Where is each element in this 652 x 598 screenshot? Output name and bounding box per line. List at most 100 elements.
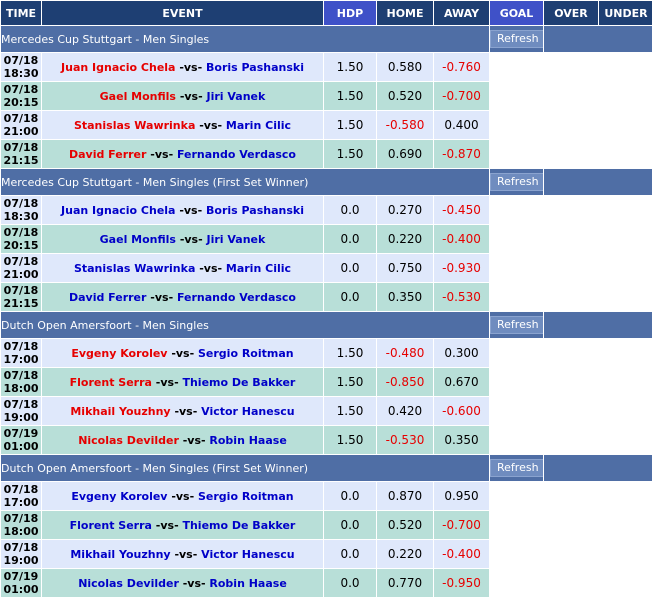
hdp-value: 1.50 xyxy=(324,339,376,367)
refresh-button[interactable]: Refresh xyxy=(490,173,543,191)
refresh-button[interactable]: Refresh xyxy=(490,459,543,477)
home-player-link[interactable]: Nicolas Devilder xyxy=(78,576,179,590)
home-player-link[interactable]: Mikhail Youzhny xyxy=(70,547,171,561)
home-player-link[interactable]: Gael Monfils xyxy=(99,232,176,246)
away-odds[interactable]: -0.700 xyxy=(434,82,489,110)
hdp-value: 1.50 xyxy=(324,111,376,139)
home-odds[interactable]: 0.870 xyxy=(377,482,433,510)
away-player-link[interactable]: Sergio Roitman xyxy=(198,346,294,360)
away-odds[interactable]: -0.950 xyxy=(434,569,489,597)
match-time: 07/18 18:00 xyxy=(1,511,41,539)
away-player-link[interactable]: Marin Cilic xyxy=(225,261,292,275)
match-row: 07/18 21:15 David Ferrer -vs- Fernando Ver… xyxy=(1,283,652,311)
match-time: 07/18 17:00 xyxy=(1,339,41,367)
away-player-link[interactable]: Robin Haase xyxy=(209,433,287,447)
home-odds[interactable]: 0.520 xyxy=(377,511,433,539)
league-header-row: Mercedes Cup Stuttgart - Men Singles Refr… xyxy=(1,26,652,52)
match-event: Florent Serra -vs- Thiemo De Bakker xyxy=(42,368,323,396)
goal-cell xyxy=(490,82,543,110)
home-player-link[interactable]: Nicolas Devilder xyxy=(78,433,179,447)
home-player-link[interactable]: Florent Serra xyxy=(69,375,152,389)
home-player-link[interactable]: David Ferrer xyxy=(68,290,147,304)
goal-cell xyxy=(490,397,543,425)
hdp-value: 0.0 xyxy=(324,540,376,568)
home-player-link[interactable]: Gael Monfils xyxy=(99,89,176,103)
away-odds[interactable]: -0.870 xyxy=(434,140,489,168)
home-odds[interactable]: 0.220 xyxy=(377,225,433,253)
match-row: 07/18 19:00 Mikhail Youzhny -vs- Victor Ha… xyxy=(1,397,652,425)
refresh-cell: Refresh xyxy=(490,26,543,52)
match-time: 07/18 18:30 xyxy=(1,53,41,81)
over-cell xyxy=(544,397,598,425)
away-player-link[interactable]: Fernando Verdasco xyxy=(176,147,296,161)
away-odds[interactable]: -0.600 xyxy=(434,397,489,425)
over-cell xyxy=(544,368,598,396)
vs-separator: -vs- xyxy=(146,290,177,304)
away-player-link[interactable]: Boris Pashanski xyxy=(206,203,304,217)
away-odds[interactable]: -0.450 xyxy=(434,196,489,224)
home-odds[interactable]: -0.580 xyxy=(377,111,433,139)
home-player-link[interactable]: Juan Ignacio Chela xyxy=(61,203,176,217)
away-odds[interactable]: -0.930 xyxy=(434,254,489,282)
away-player-link[interactable]: Robin Haase xyxy=(209,576,287,590)
hdp-value: 0.0 xyxy=(324,196,376,224)
match-row: 07/18 17:00 Evgeny Korolev -vs- Sergio Roi… xyxy=(1,339,652,367)
away-odds[interactable]: -0.400 xyxy=(434,225,489,253)
away-player-link[interactable]: Fernando Verdasco xyxy=(176,290,296,304)
home-player-link[interactable]: Juan Ignacio Chela xyxy=(61,60,176,74)
match-date: 07/18 xyxy=(3,54,39,67)
league-header-row: Dutch Open Amersfoort - Men Singles (Fir… xyxy=(1,455,652,481)
away-player-link[interactable]: Marin Cilic xyxy=(225,118,292,132)
col-home-header: HOME xyxy=(377,1,433,25)
home-odds[interactable]: 0.270 xyxy=(377,196,433,224)
home-odds[interactable]: 0.690 xyxy=(377,140,433,168)
home-odds[interactable]: -0.480 xyxy=(377,339,433,367)
home-odds[interactable]: 0.520 xyxy=(377,82,433,110)
home-odds[interactable]: 0.580 xyxy=(377,53,433,81)
away-odds[interactable]: -0.530 xyxy=(434,283,489,311)
under-cell xyxy=(599,540,652,568)
away-odds[interactable]: 0.350 xyxy=(434,426,489,454)
home-odds[interactable]: -0.530 xyxy=(377,426,433,454)
home-player-link[interactable]: Stanislas Wawrinka xyxy=(73,118,196,132)
over-cell xyxy=(544,140,598,168)
away-odds[interactable]: -0.700 xyxy=(434,511,489,539)
home-player-link[interactable]: Evgeny Korolev xyxy=(71,346,168,360)
away-player-link[interactable]: Boris Pashanski xyxy=(206,60,304,74)
home-player-link[interactable]: Evgeny Korolev xyxy=(71,489,168,503)
match-row: 07/18 20:15 Gael Monfils -vs- Jiri Vanek 0.… xyxy=(1,225,652,253)
vs-separator: -vs- xyxy=(178,576,210,590)
home-odds[interactable]: 0.750 xyxy=(377,254,433,282)
away-player-link[interactable]: Victor Hanescu xyxy=(201,547,295,561)
refresh-button[interactable]: Refresh xyxy=(490,30,543,48)
away-odds[interactable]: -0.760 xyxy=(434,53,489,81)
away-odds[interactable]: 0.400 xyxy=(434,111,489,139)
away-odds[interactable]: 0.300 xyxy=(434,339,489,367)
away-odds[interactable]: 0.950 xyxy=(434,482,489,510)
refresh-button[interactable]: Refresh xyxy=(490,316,543,334)
away-player-link[interactable]: Thiemo De Bakker xyxy=(182,375,296,389)
away-player-link[interactable]: Jiri Vanek xyxy=(206,89,266,103)
goal-cell xyxy=(490,53,543,81)
away-odds[interactable]: -0.400 xyxy=(434,540,489,568)
home-odds[interactable]: -0.850 xyxy=(377,368,433,396)
away-player-link[interactable]: Thiemo De Bakker xyxy=(182,518,296,532)
home-odds[interactable]: 0.350 xyxy=(377,283,433,311)
over-cell xyxy=(544,111,598,139)
home-player-link[interactable]: Stanislas Wawrinka xyxy=(73,261,196,275)
away-player-link[interactable]: Victor Hanescu xyxy=(201,404,295,418)
header-row: TIME EVENT HDP HOME AWAY GOAL OVER UNDER xyxy=(1,1,652,25)
away-player-link[interactable]: Sergio Roitman xyxy=(198,489,294,503)
home-odds[interactable]: 0.220 xyxy=(377,540,433,568)
home-player-link[interactable]: Mikhail Youzhny xyxy=(70,404,171,418)
away-odds[interactable]: 0.670 xyxy=(434,368,489,396)
vs-separator: -vs- xyxy=(170,404,202,418)
home-player-link[interactable]: Florent Serra xyxy=(69,518,152,532)
home-odds[interactable]: 0.420 xyxy=(377,397,433,425)
home-odds[interactable]: 0.770 xyxy=(377,569,433,597)
home-player-link[interactable]: David Ferrer xyxy=(68,147,147,161)
away-player-link[interactable]: Jiri Vanek xyxy=(206,232,266,246)
match-event: Juan Ignacio Chela -vs- Boris Pashanski xyxy=(42,196,323,224)
under-cell xyxy=(599,569,652,597)
vs-separator: -vs- xyxy=(175,60,206,74)
